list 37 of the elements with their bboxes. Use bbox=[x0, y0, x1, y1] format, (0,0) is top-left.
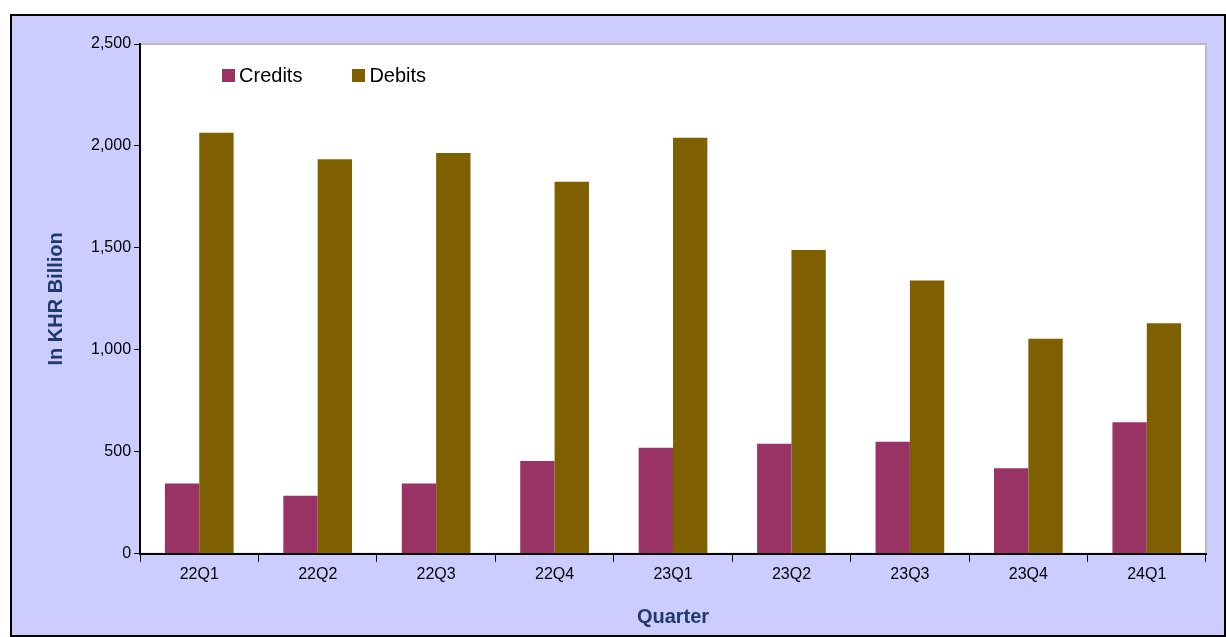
bar bbox=[554, 181, 589, 554]
bar bbox=[909, 280, 945, 554]
y-tick-label: 1,000 bbox=[90, 340, 132, 358]
x-tick-label: 24Q1 bbox=[1127, 564, 1167, 582]
y-axis-title: In KHR Billion bbox=[43, 232, 66, 366]
bar bbox=[875, 441, 910, 554]
bar bbox=[520, 461, 555, 554]
y-tick-label: 2,000 bbox=[90, 136, 132, 154]
x-tick-label: 23Q3 bbox=[890, 564, 930, 582]
x-axis-title: Quarter bbox=[636, 604, 710, 627]
x-tick-label: 22Q2 bbox=[298, 564, 338, 582]
bar bbox=[436, 153, 471, 554]
bar bbox=[993, 468, 1029, 554]
bar bbox=[164, 483, 200, 554]
bar bbox=[1028, 338, 1063, 554]
legend-label: Credits bbox=[239, 64, 303, 87]
y-tick-label: 0 bbox=[122, 544, 132, 562]
x-tick-label: 22Q1 bbox=[179, 564, 219, 582]
bar bbox=[317, 159, 353, 554]
x-tick-label: 23Q1 bbox=[653, 564, 693, 582]
y-tick-label: 2,500 bbox=[90, 34, 132, 52]
bar bbox=[283, 495, 318, 554]
legend-label: Debits bbox=[369, 64, 427, 87]
bar bbox=[673, 137, 708, 554]
bar bbox=[1146, 323, 1182, 554]
bar bbox=[638, 447, 674, 554]
bar bbox=[791, 249, 826, 554]
x-tick-label: 23Q4 bbox=[1008, 564, 1049, 582]
x-tick-label: 23Q2 bbox=[771, 564, 812, 582]
y-tick-label: 1,500 bbox=[90, 238, 132, 256]
bar bbox=[401, 483, 437, 554]
bar bbox=[199, 132, 234, 554]
x-tick-label: 22Q4 bbox=[535, 564, 575, 582]
x-tick-label: 22Q3 bbox=[416, 564, 456, 582]
bar bbox=[1112, 422, 1147, 554]
bar bbox=[757, 443, 792, 554]
y-tick-label: 500 bbox=[104, 442, 132, 460]
